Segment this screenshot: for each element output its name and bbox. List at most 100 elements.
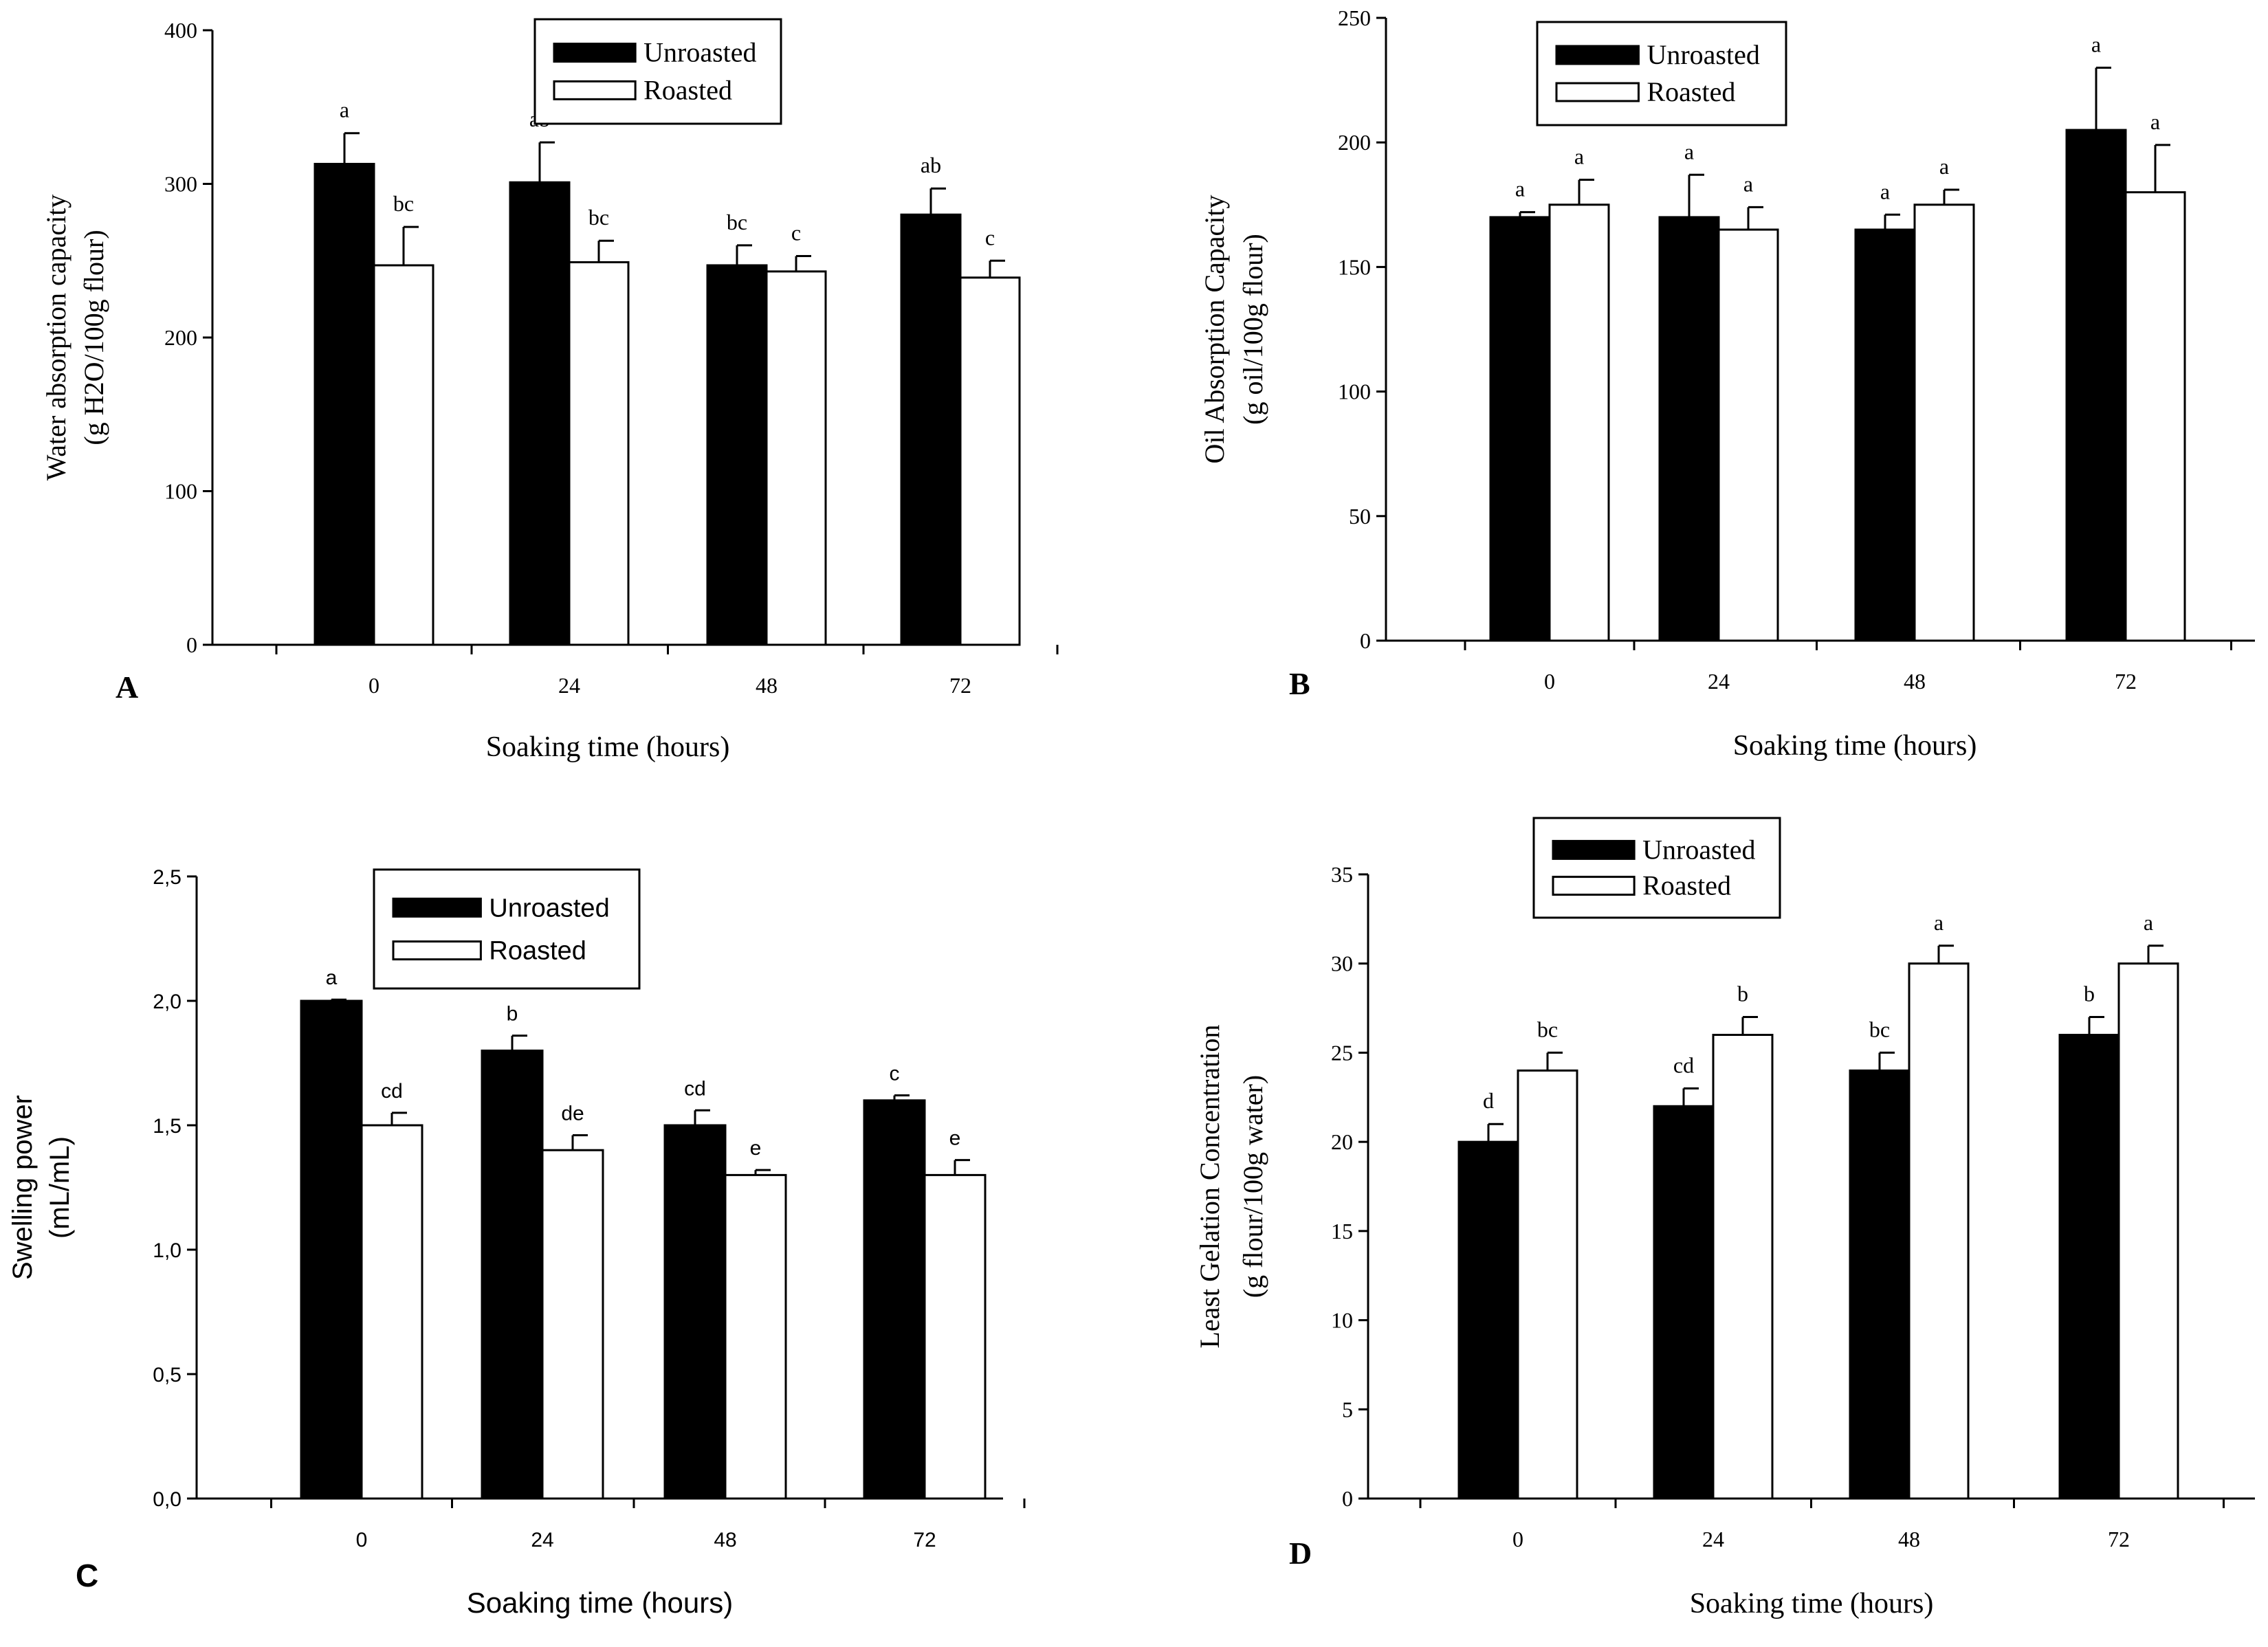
significance-letter: d xyxy=(1483,1088,1494,1113)
bar-unroasted-24 xyxy=(1653,1105,1715,1500)
y-tick-label: 250 xyxy=(1338,5,1371,30)
significance-letter: cd xyxy=(381,1080,403,1103)
legend-swatch-roasted xyxy=(1552,876,1636,896)
x-tick-label: 24 xyxy=(1708,669,1730,694)
chart-panel-a: 01002003004000244872aabbcabbcbcccUnroast… xyxy=(41,18,1059,763)
y-tick-label: 200 xyxy=(164,325,197,350)
legend-swatch-roasted xyxy=(1555,82,1640,102)
y-tick-label: 100 xyxy=(164,479,197,504)
significance-letter: bc xyxy=(1869,1017,1890,1041)
y-tick-label: 10 xyxy=(1331,1308,1353,1333)
bar-unroasted-72 xyxy=(863,1099,926,1500)
significance-letter: a xyxy=(1574,144,1584,169)
bar-roasted-0 xyxy=(373,264,434,646)
bar-roasted-24 xyxy=(1717,228,1779,642)
bar-unroasted-72 xyxy=(900,213,962,646)
y-tick-label: 0 xyxy=(186,632,197,657)
x-tick-label: 24 xyxy=(531,1529,553,1551)
bar-roasted-48 xyxy=(1913,203,1975,642)
significance-letter: b xyxy=(2084,982,2095,1006)
y-axis-label: (g flour/100g water) xyxy=(1237,1075,1268,1298)
bar-roasted-0 xyxy=(1517,1069,1578,1500)
significance-letter: c xyxy=(791,221,801,245)
significance-letter: a xyxy=(340,98,349,122)
x-axis-label: Soaking time (hours) xyxy=(1690,1588,1934,1620)
significance-letter: a xyxy=(2144,910,2153,935)
y-axis-label: Water absorption capacity xyxy=(41,195,71,481)
y-tick-label: 2,0 xyxy=(153,991,181,1013)
x-tick-label: 24 xyxy=(1702,1527,1724,1551)
y-tick-label: 0 xyxy=(1342,1486,1353,1511)
x-tick-label: 0 xyxy=(368,673,379,698)
significance-letter: a xyxy=(1684,139,1694,164)
y-tick-label: 30 xyxy=(1331,951,1353,976)
legend: Unroasted Roasted xyxy=(1536,21,1787,126)
bar-unroasted-24 xyxy=(481,1049,544,1500)
y-tick-label: 15 xyxy=(1331,1219,1353,1243)
legend-swatch-unroasted xyxy=(553,43,637,63)
legend-swatch-unroasted xyxy=(392,897,482,918)
significance-letter: de xyxy=(561,1102,584,1125)
significance-letter: a xyxy=(1743,171,1753,196)
panel-label: A xyxy=(115,670,138,705)
significance-letter: b xyxy=(1737,982,1748,1006)
x-tick-label: 72 xyxy=(2115,669,2137,694)
significance-letter: bc xyxy=(588,205,609,230)
bar-roasted-72 xyxy=(2124,191,2186,642)
legend-swatch-roasted xyxy=(553,80,637,100)
significance-letter: a xyxy=(2150,109,2160,134)
chart-panel-b: 0 50 100 150 200 250 0 24 48 72 a a a a a a a a Unroasted R… xyxy=(1199,5,2255,762)
bar-roasted-24 xyxy=(1712,1033,1774,1500)
legend-label-unroasted: Unroasted xyxy=(489,894,609,922)
legend-label-roasted: Roasted xyxy=(489,937,586,966)
significance-letter: a xyxy=(1934,910,1944,935)
bar-roasted-0 xyxy=(360,1124,423,1500)
significance-letter: a xyxy=(2091,32,2101,56)
significance-letter: c xyxy=(890,1063,900,1085)
x-tick-label: 0 xyxy=(356,1529,368,1551)
y-tick-label: 200 xyxy=(1338,130,1371,155)
significance-letter: cd xyxy=(684,1077,706,1100)
bar-roasted-72 xyxy=(2117,962,2179,1500)
significance-letter: e xyxy=(949,1127,961,1150)
y-axis-label: Least Gelation Concentration xyxy=(1194,1025,1225,1349)
legend: Unroasted Roasted xyxy=(533,18,782,125)
significance-letter: bc xyxy=(727,210,747,234)
chart-panel-c: 0,0 0,5 1,0 1,5 2,0 2,5 0 24 48 72 a b cd c cd de e e Unro… xyxy=(8,866,1026,1619)
significance-letter: bc xyxy=(393,191,414,216)
legend-swatch-unroasted xyxy=(1552,839,1636,860)
legend: Unroasted Roasted xyxy=(373,868,641,990)
significance-letter: e xyxy=(750,1137,762,1160)
bar-unroasted-48 xyxy=(663,1124,727,1500)
significance-letter: a xyxy=(326,966,338,989)
y-tick-label: 400 xyxy=(164,18,197,43)
panel-label: B xyxy=(1289,666,1310,701)
bar-unroasted-0 xyxy=(313,162,375,646)
legend-label-unroasted: Unroasted xyxy=(1642,834,1755,865)
bar-unroasted-24 xyxy=(1658,216,1720,642)
legend-box xyxy=(1532,817,1781,919)
bar-roasted-24 xyxy=(541,1149,604,1500)
y-tick-label: 0,0 xyxy=(153,1488,181,1511)
y-tick-label: 20 xyxy=(1331,1129,1353,1154)
legend-swatch-unroasted xyxy=(1555,45,1640,65)
legend-box xyxy=(373,868,641,990)
y-axis-label: (mL/mL) xyxy=(45,1136,75,1239)
legend-label-unroasted: Unroasted xyxy=(1647,39,1759,70)
legend-swatch-roasted xyxy=(392,940,482,961)
panel-label: D xyxy=(1289,1536,1312,1571)
y-tick-label: 50 xyxy=(1349,504,1371,529)
y-tick-label: 150 xyxy=(1338,254,1371,279)
y-axis-label: (g oil/100g flour) xyxy=(1237,234,1268,425)
significance-letter: c xyxy=(985,225,995,250)
significance-letter: b xyxy=(507,1003,518,1026)
bar-roasted-0 xyxy=(1548,203,1610,642)
bar-roasted-72 xyxy=(959,276,1021,646)
y-tick-label: 5 xyxy=(1342,1397,1353,1422)
y-tick-label: 2,5 xyxy=(153,866,181,889)
bar-unroasted-72 xyxy=(2058,1033,2120,1500)
x-axis-label: Soaking time (hours) xyxy=(1733,730,1977,762)
y-axis-label: Oil Absorption Capacity xyxy=(1199,195,1230,463)
chart-panel-d: 0 5 10 15 20 25 30 35 0 24 48 72 d cd bc b bc b a a Unroaste… xyxy=(1194,817,2255,1620)
